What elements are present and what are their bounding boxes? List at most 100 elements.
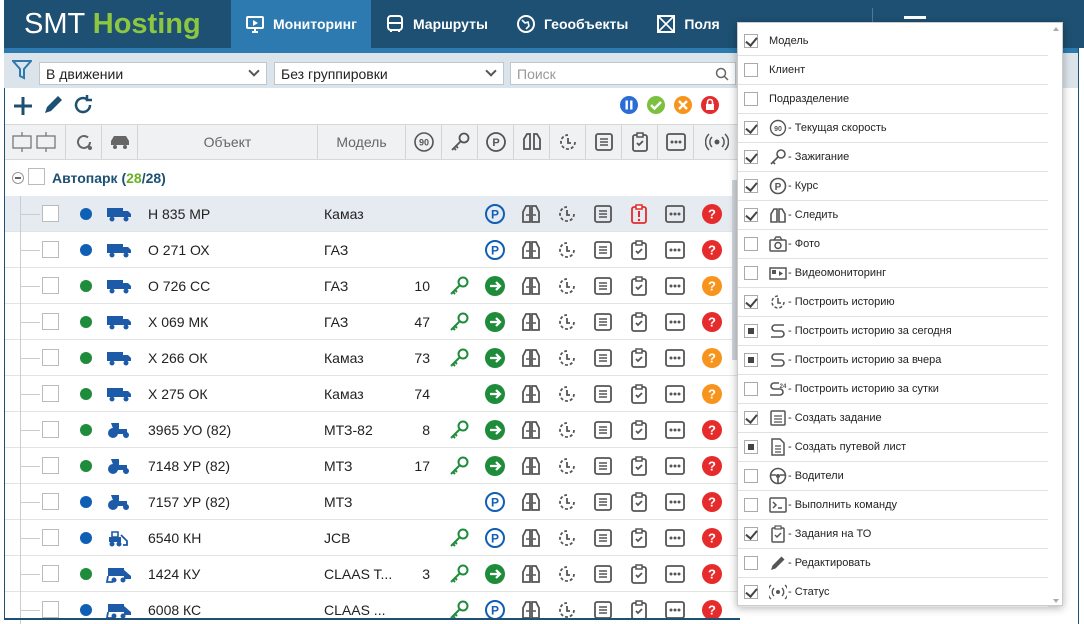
nav-item-1[interactable]: Маршруты: [371, 0, 502, 48]
group-row[interactable]: Автопарк (28/28): [4, 160, 740, 196]
column-option[interactable]: - Задания на ТО: [738, 520, 1048, 549]
list-icon[interactable]: [592, 311, 614, 333]
nav-item-3[interactable]: Поля: [642, 0, 733, 48]
clipboard-check-icon[interactable]: [628, 239, 650, 261]
parking-icon[interactable]: P: [484, 527, 506, 549]
parking-icon[interactable]: P: [484, 203, 506, 225]
more-icon[interactable]: [664, 275, 686, 297]
history-icon[interactable]: [556, 203, 578, 225]
arrow-right-icon[interactable]: [484, 347, 506, 369]
maintenance-column-header[interactable]: [622, 125, 658, 159]
nav-item-0[interactable]: Мониторинг: [231, 0, 371, 48]
table-row[interactable]: Х 069 МК ГАЗ 47?: [4, 304, 740, 340]
table-row[interactable]: 6540 КН JCB P?: [4, 520, 740, 556]
binoculars-icon[interactable]: [520, 455, 542, 477]
list-icon[interactable]: [592, 347, 614, 369]
list-icon[interactable]: [592, 275, 614, 297]
clipboard-check-icon[interactable]: [628, 311, 650, 333]
object-name[interactable]: 7148 УР (82): [148, 458, 231, 474]
column-option[interactable]: - Выполнить команду: [738, 491, 1048, 520]
question-icon[interactable]: ?: [701, 455, 723, 477]
tools-icon[interactable]: [673, 95, 693, 115]
binoculars-icon[interactable]: [520, 203, 542, 225]
pause-icon[interactable]: [619, 95, 639, 115]
object-name[interactable]: Н 835 МР: [148, 206, 211, 222]
column-option[interactable]: Модель: [738, 27, 1048, 56]
object-name[interactable]: 3965 УО (82): [148, 422, 232, 438]
row-checkbox[interactable]: [42, 493, 59, 510]
column-option[interactable]: Подразделение: [738, 85, 1048, 114]
question-icon[interactable]: ?: [701, 347, 723, 369]
list-icon[interactable]: [592, 383, 614, 405]
column-option[interactable]: - Построить историю за вчера: [738, 346, 1048, 375]
state-select[interactable]: В движении: [39, 62, 267, 85]
refresh-header[interactable]: [66, 125, 102, 159]
table-row[interactable]: Х 266 ОК Камаз 73?: [4, 340, 740, 376]
clipboard-check-icon[interactable]: [628, 383, 650, 405]
column-option[interactable]: - Построить историю: [738, 288, 1048, 317]
column-option-checkbox[interactable]: [744, 440, 758, 454]
row-checkbox[interactable]: [42, 313, 59, 330]
column-option[interactable]: P - Курс: [738, 172, 1048, 201]
clipboard-check-icon[interactable]: [628, 527, 650, 549]
table-scrollbar[interactable]: [732, 180, 737, 360]
question-icon[interactable]: ?: [701, 383, 723, 405]
question-icon[interactable]: ?: [701, 491, 723, 513]
column-option-checkbox[interactable]: [744, 150, 758, 164]
clipboard-check-icon[interactable]: [628, 455, 650, 477]
column-option-checkbox[interactable]: [744, 208, 758, 222]
question-icon[interactable]: ?: [701, 203, 723, 225]
binoculars-icon[interactable]: [520, 239, 542, 261]
scroll-up-icon[interactable]: [1053, 27, 1059, 31]
question-icon[interactable]: ?: [701, 599, 723, 621]
more-icon[interactable]: [664, 527, 686, 549]
ignition-column-header[interactable]: [442, 125, 478, 159]
search-input[interactable]: Поиск: [510, 62, 736, 85]
more-icon[interactable]: [664, 563, 686, 585]
column-option[interactable]: - Создать путевой лист: [738, 433, 1048, 462]
column-option[interactable]: 24- Построить историю за сутки: [738, 375, 1048, 404]
table-row[interactable]: Н 835 МР Камаз P?: [4, 196, 740, 232]
more-icon[interactable]: [664, 239, 686, 261]
question-icon[interactable]: ?: [701, 311, 723, 333]
clipboard-check-icon[interactable]: [628, 347, 650, 369]
row-checkbox[interactable]: [42, 349, 59, 366]
column-option-checkbox[interactable]: [744, 382, 758, 396]
binoculars-icon[interactable]: [520, 311, 542, 333]
object-name[interactable]: 6540 КН: [148, 530, 202, 546]
add-icon[interactable]: [12, 95, 34, 117]
clipboard-check-icon[interactable]: [628, 491, 650, 513]
column-option-checkbox[interactable]: [744, 411, 758, 425]
question-icon[interactable]: ?: [701, 527, 723, 549]
object-name[interactable]: Х 069 МК: [148, 314, 209, 330]
logo[interactable]: SMT Hosting: [24, 8, 201, 41]
history-icon[interactable]: [556, 347, 578, 369]
follow-column-header[interactable]: [514, 125, 550, 159]
binoculars-icon[interactable]: [520, 347, 542, 369]
question-icon[interactable]: ?: [701, 563, 723, 585]
object-name[interactable]: Х 266 ОК: [148, 350, 208, 366]
list-icon[interactable]: [592, 563, 614, 585]
column-option-checkbox[interactable]: [744, 237, 758, 251]
column-option-checkbox[interactable]: [744, 92, 758, 106]
grouping-select[interactable]: Без группировки: [274, 62, 504, 85]
column-option-checkbox[interactable]: [744, 469, 758, 483]
list-icon[interactable]: [592, 419, 614, 441]
status-column-header[interactable]: [694, 125, 740, 159]
list-icon[interactable]: [592, 491, 614, 513]
question-icon[interactable]: ?: [701, 419, 723, 441]
more-icon[interactable]: [664, 419, 686, 441]
row-checkbox[interactable]: [42, 241, 59, 258]
arrow-right-icon[interactable]: [484, 563, 506, 585]
arrow-right-icon[interactable]: [484, 419, 506, 441]
column-option[interactable]: 90 - Текущая скорость: [738, 114, 1048, 143]
binoculars-icon[interactable]: [520, 275, 542, 297]
column-option[interactable]: - Фото: [738, 230, 1048, 259]
column-option[interactable]: - Водители: [738, 462, 1048, 491]
history-icon[interactable]: [556, 311, 578, 333]
more-icon[interactable]: [664, 203, 686, 225]
column-option-checkbox[interactable]: [744, 295, 758, 309]
task-column-header[interactable]: [586, 125, 622, 159]
table-row[interactable]: 7157 УР (82) МТЗ P?: [4, 484, 740, 520]
nav-item-2[interactable]: Геообъекты: [502, 0, 642, 48]
